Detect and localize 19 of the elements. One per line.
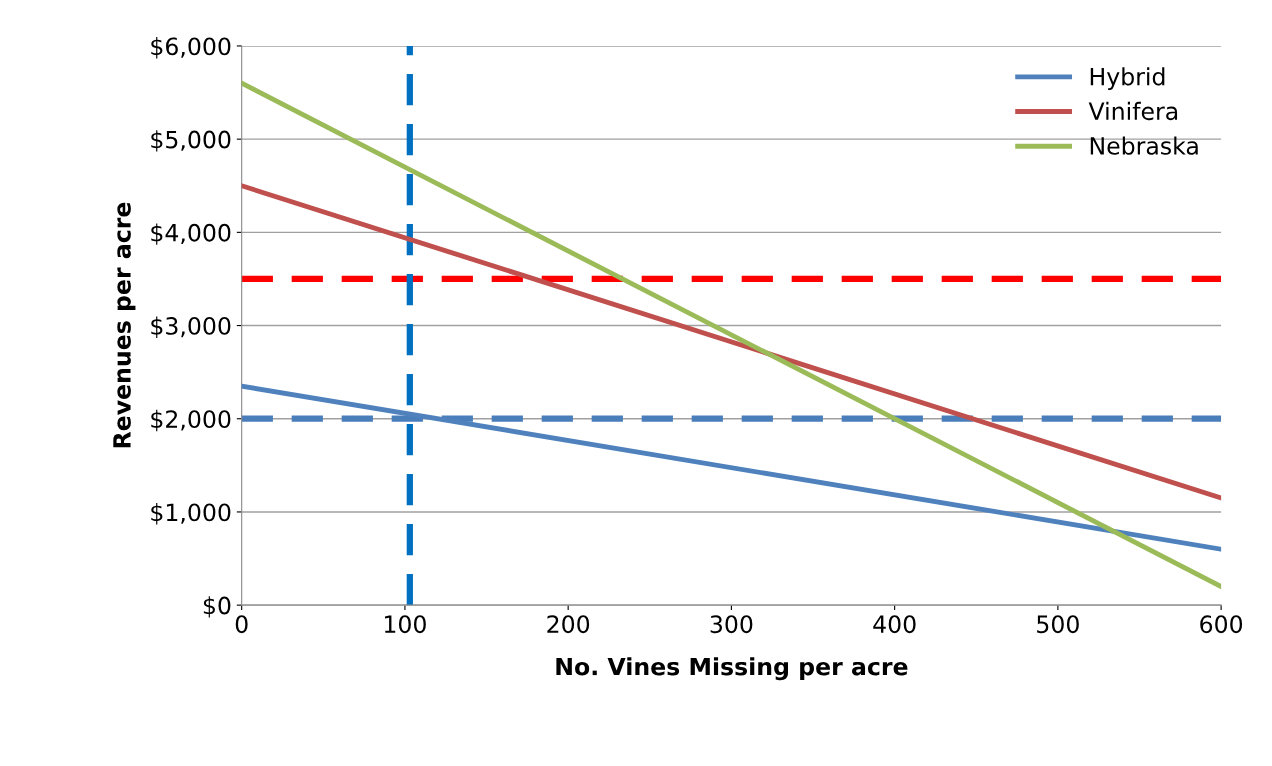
x-axis-title: No. Vines Missing per acre	[556, 657, 908, 681]
y-tick-label: $0	[203, 596, 231, 618]
y-axis-title: Revenues per acre	[113, 202, 136, 448]
x-tick-label: 600	[1200, 615, 1243, 634]
y-tick-label: $6,000	[151, 36, 231, 59]
y-tick-label: $4,000	[151, 223, 231, 245]
legend-label: Hybrid	[1090, 67, 1165, 91]
x-tick-label: 400	[873, 615, 916, 634]
x-tick-label: 300	[710, 615, 753, 634]
legend-label: Vinifera	[1088, 101, 1178, 121]
x-tick-label: 500	[1037, 615, 1079, 634]
x-tick-label: 100	[384, 615, 426, 634]
x-tick-label: 0	[235, 615, 248, 634]
y-tick-label: $1,000	[151, 502, 231, 525]
legend-label: Nebraska	[1090, 136, 1198, 155]
y-tick-label: $3,000	[151, 316, 231, 338]
y-tick-label: $2,000	[151, 409, 231, 432]
x-tick-label: 200	[547, 615, 590, 634]
y-tick-label: $5,000	[151, 130, 231, 152]
